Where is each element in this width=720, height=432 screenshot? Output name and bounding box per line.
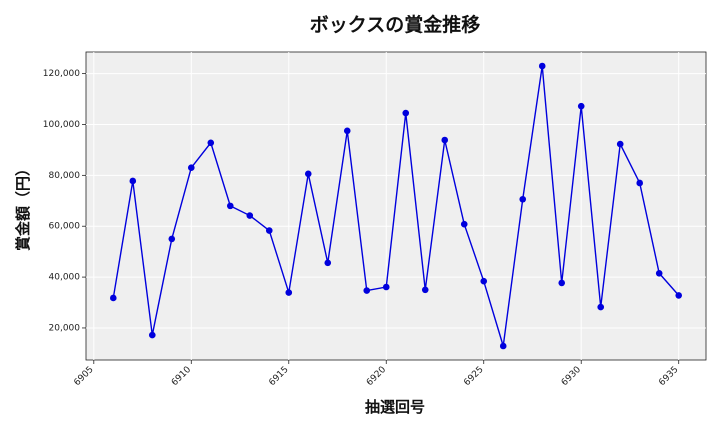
y-axis-label: 賞金額（円） bbox=[14, 161, 32, 251]
data-point bbox=[246, 212, 254, 219]
y-tick-label: 80,000 bbox=[49, 171, 81, 181]
data-point bbox=[636, 179, 644, 187]
data-point bbox=[460, 220, 468, 228]
data-point bbox=[343, 127, 351, 135]
y-tick-label: 60,000 bbox=[49, 222, 81, 232]
x-tick-label: 6905 bbox=[72, 365, 95, 388]
data-point bbox=[402, 109, 410, 117]
data-point bbox=[129, 177, 137, 185]
data-point bbox=[597, 303, 605, 311]
x-axis-label: 抽選回号 bbox=[365, 398, 425, 416]
data-point bbox=[675, 292, 683, 299]
x-axis: 6905 6910 6915 6920 6925 6930 6935 bbox=[72, 360, 681, 388]
x-tick-label: 6920 bbox=[365, 365, 388, 388]
data-point bbox=[148, 331, 156, 339]
data-point bbox=[499, 342, 507, 350]
data-point bbox=[285, 289, 293, 296]
data-point bbox=[109, 294, 117, 302]
y-tick-label: 20,000 bbox=[49, 323, 81, 333]
x-tick-label: 6935 bbox=[657, 365, 680, 388]
series-line bbox=[112, 65, 680, 347]
series-group bbox=[109, 62, 683, 350]
data-point bbox=[519, 195, 527, 203]
data-point bbox=[265, 227, 273, 234]
data-point bbox=[304, 170, 312, 178]
data-point bbox=[207, 139, 215, 147]
data-point bbox=[168, 235, 176, 243]
data-point bbox=[577, 102, 585, 110]
chart-title: ボックスの賞金推移 bbox=[310, 13, 480, 36]
data-point bbox=[421, 286, 429, 294]
x-tick-label: 6930 bbox=[560, 365, 583, 388]
data-point bbox=[616, 140, 624, 148]
data-point bbox=[382, 283, 390, 291]
data-point bbox=[655, 269, 663, 277]
data-point bbox=[538, 62, 546, 70]
data-point bbox=[226, 202, 234, 210]
y-tick-label: 120,000 bbox=[43, 69, 80, 79]
data-point bbox=[363, 287, 371, 294]
data-point bbox=[480, 277, 488, 285]
data-point bbox=[558, 279, 566, 287]
x-tick-label: 6915 bbox=[267, 365, 290, 388]
data-point bbox=[441, 136, 449, 144]
y-tick-label: 100,000 bbox=[43, 120, 80, 130]
y-axis: 20,000 40,000 60,000 80,000 100,000 120,000 bbox=[43, 69, 86, 333]
grid bbox=[86, 52, 706, 360]
y-tick-label: 40,000 bbox=[49, 273, 81, 283]
data-point bbox=[187, 164, 195, 172]
x-tick-label: 6910 bbox=[170, 365, 193, 388]
x-tick-label: 6925 bbox=[462, 365, 485, 388]
data-point bbox=[324, 259, 332, 267]
